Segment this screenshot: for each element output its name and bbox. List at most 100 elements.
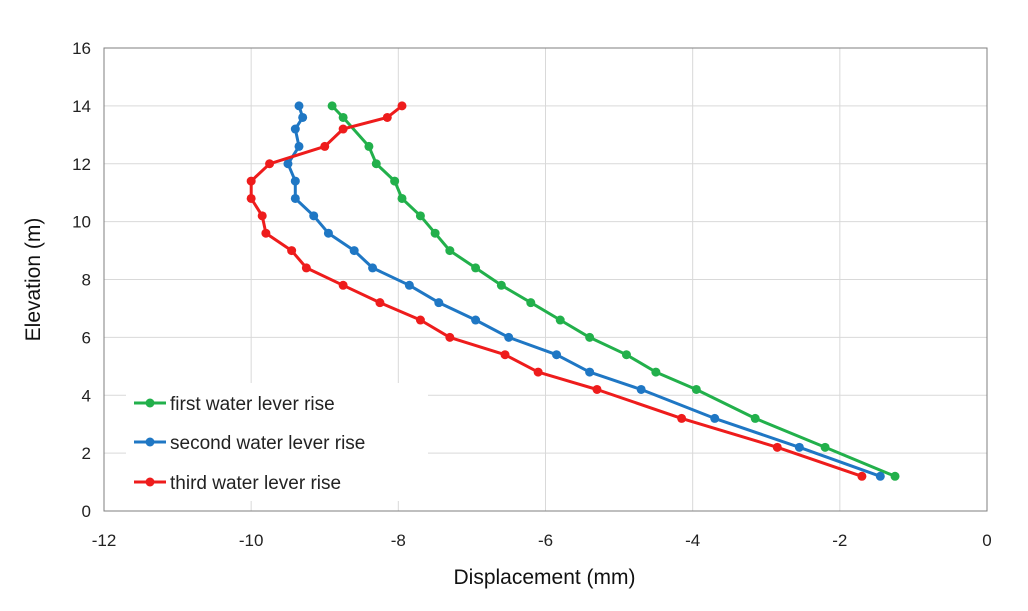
x-tick-label: 0	[982, 531, 991, 550]
y-axis-ticks: 0 2 4 6 8 10 12 14 16	[72, 39, 91, 521]
y-axis-title: Elevation (m)	[22, 218, 45, 342]
data-point	[364, 141, 374, 151]
data-point	[585, 367, 595, 377]
data-point	[320, 141, 330, 151]
x-tick-label: -2	[832, 531, 847, 550]
data-point	[290, 193, 300, 203]
plot-area-frame	[103, 47, 988, 512]
data-point	[504, 332, 514, 342]
data-point	[415, 315, 425, 325]
legend-marker	[145, 398, 155, 408]
data-point	[327, 101, 337, 111]
legend-background	[126, 383, 428, 501]
data-point	[397, 101, 407, 111]
data-point	[246, 176, 256, 186]
legend-label: second water lever rise	[170, 433, 365, 454]
y-tick-label: 0	[82, 502, 91, 521]
y-tick-label: 14	[72, 97, 91, 116]
data-point	[677, 413, 687, 423]
x-axis-ticks: -12 -10 -8 -6 -4 -2 0	[92, 531, 992, 550]
data-point	[265, 159, 275, 169]
data-point	[261, 228, 271, 238]
data-point	[555, 315, 565, 325]
data-point	[526, 298, 536, 308]
data-point	[857, 471, 867, 481]
data-point	[750, 413, 760, 423]
data-point	[651, 367, 661, 377]
y-tick-label: 8	[82, 271, 91, 290]
legend-marker	[145, 477, 155, 487]
data-point	[772, 442, 782, 452]
data-point	[445, 332, 455, 342]
data-series	[246, 101, 900, 481]
data-point	[710, 413, 720, 423]
x-tick-label: -4	[685, 531, 700, 550]
data-point	[290, 176, 300, 186]
data-point	[397, 193, 407, 203]
y-tick-label: 4	[82, 386, 91, 405]
series-group	[327, 101, 900, 481]
data-point	[533, 367, 543, 377]
data-point	[294, 141, 304, 151]
legend-label: first water lever rise	[170, 394, 335, 415]
legend-item: third water lever rise	[134, 473, 341, 494]
y-tick-label: 12	[72, 155, 91, 174]
x-axis-title: Displacement (mm)	[453, 566, 635, 589]
x-tick-label: -12	[92, 531, 117, 550]
data-point	[371, 159, 381, 169]
legend-item: first water lever rise	[134, 394, 335, 415]
data-point	[875, 471, 885, 481]
data-point	[691, 384, 701, 394]
data-point	[349, 246, 359, 256]
data-point	[500, 350, 510, 360]
data-point	[415, 211, 425, 221]
y-tick-label: 2	[82, 444, 91, 463]
data-point	[294, 101, 304, 111]
data-point	[382, 112, 392, 122]
data-point	[552, 350, 562, 360]
data-point	[404, 280, 414, 290]
legend-marker	[145, 437, 155, 447]
data-point	[496, 280, 506, 290]
data-point	[890, 471, 900, 481]
data-point	[820, 442, 830, 452]
data-point	[471, 315, 481, 325]
y-tick-label: 16	[72, 39, 91, 58]
data-point	[323, 228, 333, 238]
data-point	[287, 246, 297, 256]
grid-lines	[103, 47, 988, 512]
data-point	[445, 246, 455, 256]
x-tick-label: -8	[391, 531, 406, 550]
data-point	[338, 280, 348, 290]
x-tick-label: -6	[538, 531, 553, 550]
data-point	[309, 211, 319, 221]
data-point	[246, 193, 256, 203]
series-group	[283, 101, 885, 481]
data-point	[430, 228, 440, 238]
data-point	[390, 176, 400, 186]
legend-label: third water lever rise	[170, 473, 341, 494]
data-point	[368, 263, 378, 273]
legend-item: second water lever rise	[134, 433, 365, 454]
data-point	[257, 211, 267, 221]
data-point	[471, 263, 481, 273]
y-tick-label: 6	[82, 328, 91, 347]
data-point	[283, 159, 293, 169]
y-tick-label: 10	[72, 213, 91, 232]
data-point	[338, 112, 348, 122]
data-point	[592, 384, 602, 394]
data-point	[375, 298, 385, 308]
data-point	[434, 298, 444, 308]
data-point	[301, 263, 311, 273]
data-point	[621, 350, 631, 360]
data-point	[298, 112, 308, 122]
data-point	[636, 384, 646, 394]
data-point	[585, 332, 595, 342]
data-point	[794, 442, 804, 452]
x-tick-label: -10	[239, 531, 264, 550]
data-point	[290, 124, 300, 134]
series-group	[246, 101, 867, 481]
legend: first water lever rise second water lever…	[126, 383, 428, 501]
